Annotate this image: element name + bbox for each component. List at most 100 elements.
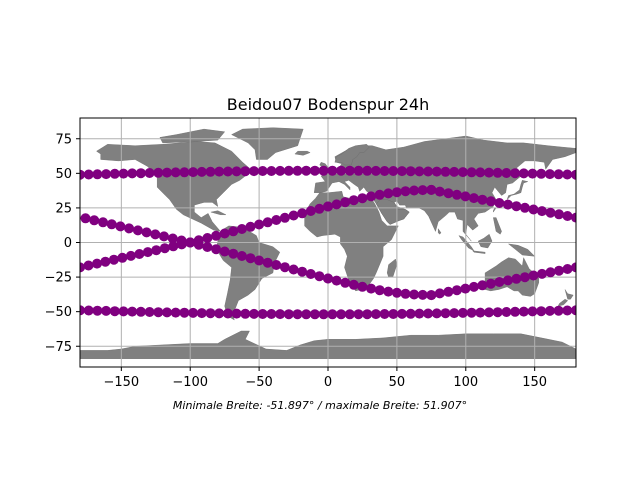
- track-point: [391, 287, 402, 298]
- track-point: [562, 169, 573, 180]
- track-point: [202, 242, 213, 252]
- track-point: [142, 247, 153, 258]
- track-point: [83, 260, 94, 271]
- track-point: [451, 189, 462, 200]
- track-point: [353, 165, 364, 176]
- track-point: [249, 166, 259, 177]
- track-point: [185, 237, 196, 248]
- track-point: [553, 169, 564, 180]
- track-point: [501, 168, 512, 178]
- track-point: [553, 305, 564, 316]
- track-point: [127, 306, 138, 317]
- x-tick-label: −50: [245, 375, 272, 390]
- track-point: [292, 165, 303, 176]
- track-point: [511, 201, 522, 212]
- track-point: [494, 277, 505, 287]
- land-borneo: [477, 233, 493, 249]
- track-point: [510, 306, 521, 317]
- track-point: [222, 308, 233, 319]
- land-java: [472, 250, 486, 254]
- track-point: [477, 280, 488, 291]
- track-point: [562, 264, 573, 274]
- track-point: [283, 165, 294, 176]
- track-point: [305, 206, 316, 216]
- track-point: [228, 226, 239, 237]
- track-point: [443, 188, 454, 199]
- land-sri-lanka: [438, 228, 442, 235]
- track-point: [400, 186, 411, 197]
- track-point: [348, 195, 359, 206]
- track-point: [468, 281, 479, 292]
- track-point: [477, 194, 488, 205]
- track-point: [80, 213, 91, 224]
- track-point: [331, 275, 342, 286]
- track-point: [257, 309, 268, 319]
- track-point: [283, 309, 294, 320]
- track-point: [279, 262, 290, 273]
- track-point: [170, 167, 181, 178]
- track-point: [127, 168, 138, 179]
- track-point: [231, 166, 242, 177]
- track-point: [379, 309, 390, 319]
- track-point: [240, 166, 251, 177]
- track-point: [305, 269, 316, 279]
- track-point: [266, 166, 277, 176]
- track-point: [362, 309, 373, 320]
- latitude-caption: Minimale Breite: -51.897° / maximale Bre…: [173, 399, 467, 412]
- track-point: [222, 166, 233, 177]
- track-point: [544, 169, 555, 180]
- land-scandinavia: [334, 144, 370, 166]
- track-point: [318, 165, 329, 176]
- track-point: [100, 256, 111, 267]
- track-point: [202, 233, 213, 243]
- track-point: [434, 186, 445, 197]
- track-point: [144, 168, 155, 178]
- track-point: [292, 309, 303, 320]
- track-point: [466, 307, 477, 318]
- track-point: [492, 167, 503, 178]
- track-point: [118, 168, 129, 179]
- track-point: [492, 307, 503, 318]
- track-point: [440, 166, 451, 177]
- track-point: [554, 209, 564, 220]
- track-point: [511, 273, 522, 284]
- track-point: [135, 168, 146, 179]
- track-point: [536, 306, 547, 317]
- track-point: [168, 241, 179, 252]
- track-point: [383, 286, 394, 297]
- track-point: [167, 233, 178, 244]
- track-point: [153, 307, 164, 318]
- track-point: [159, 243, 170, 254]
- track-point: [83, 169, 94, 180]
- track-point: [344, 165, 355, 176]
- track-point: [109, 306, 120, 317]
- track-point: [153, 167, 164, 178]
- track-point: [162, 167, 172, 178]
- track-point: [92, 169, 103, 180]
- y-tick-label: −50: [45, 305, 72, 320]
- track-point: [327, 309, 338, 320]
- track-point: [468, 193, 479, 204]
- track-point: [150, 229, 161, 240]
- track-point: [391, 187, 402, 198]
- track-point: [275, 309, 286, 320]
- y-tick-label: 0: [64, 236, 72, 251]
- track-point: [409, 289, 420, 300]
- track-point: [141, 227, 152, 238]
- track-point: [188, 307, 199, 318]
- track-point: [271, 215, 282, 225]
- plot-area: [80, 118, 576, 367]
- track-point: [323, 273, 333, 284]
- track-point: [257, 166, 268, 176]
- track-point: [537, 206, 547, 217]
- track-point: [288, 264, 299, 275]
- land-philippines: [493, 217, 502, 235]
- track-point: [571, 262, 576, 273]
- track-point: [124, 223, 135, 234]
- track-point: [245, 253, 256, 264]
- y-tick-label: 25: [55, 201, 72, 216]
- track-point: [414, 308, 425, 319]
- track-point: [275, 165, 286, 176]
- track-point: [151, 245, 162, 256]
- x-tick-label: 50: [389, 375, 406, 390]
